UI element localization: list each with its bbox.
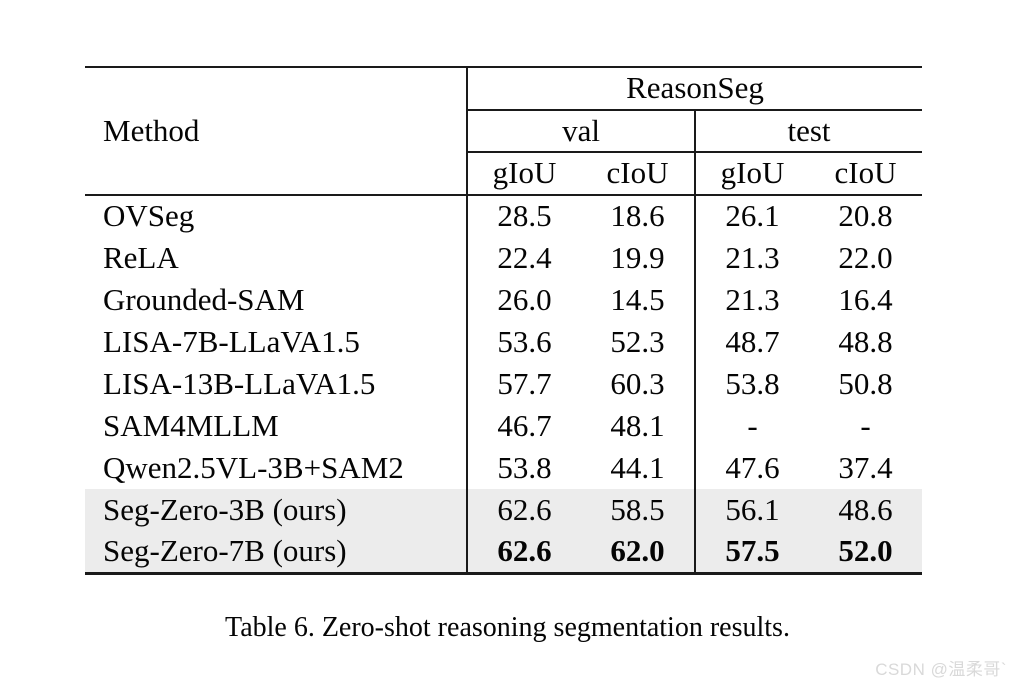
value-cell: 56.1: [694, 489, 809, 531]
value-cell: 18.6: [610, 198, 665, 234]
method-header-cell: Method: [85, 67, 468, 196]
value-cell: 53.8: [497, 449, 552, 485]
method-cell: LISA-7B-LLaVA1.5: [85, 321, 468, 363]
table-row-ours-3b: Seg-Zero-3B (ours) 62.6 58.5 56.1 48.6: [85, 489, 923, 531]
value-cell: 62.6: [467, 489, 581, 531]
header-row-metrics: gIoU cIoU gIoU cIoU: [85, 152, 923, 196]
dataset-group-header-cell: ReasonSeg: [467, 67, 923, 111]
value-cell: 52.0: [809, 531, 923, 573]
table-row: LISA-13B-LLaVA1.5 57.7 60.3 53.8 50.8: [85, 363, 922, 405]
value-cell: 44.1: [610, 449, 665, 485]
table-row: LISA-7B-LLaVA1.5 53.6 52.3 48.7 48.8: [85, 321, 922, 363]
value-cell: 62.0: [581, 531, 695, 573]
value-cell: -: [694, 405, 809, 447]
value-cell: 62.6: [467, 531, 581, 573]
value-cell: 37.4: [838, 449, 893, 485]
value-cell: 47.6: [694, 447, 809, 489]
method-cell: Seg-Zero-3B (ours): [85, 489, 468, 531]
table-row-ours-7b: Seg-Zero-7B (ours) 62.6 62.0 57.5 52.0: [85, 531, 923, 573]
value-cell: 20.8: [838, 198, 893, 234]
test-split-header-cell: test: [693, 110, 923, 153]
value-cell: 21.3: [694, 237, 809, 279]
value-cell: 58.5: [581, 489, 695, 531]
metric-header-cell-test-giou: gIoU: [694, 152, 809, 196]
header-row-splits: val test: [85, 110, 923, 153]
value-cell: 48.6: [809, 489, 923, 531]
table-row: OVSeg 28.5 18.6 26.1 20.8: [85, 195, 922, 237]
value-cell: 52.3: [610, 323, 665, 359]
metric-header-cell-val-ciou: cIoU: [581, 152, 695, 196]
value-cell: 57.7: [497, 365, 552, 401]
table-row: ReLA 22.4 19.9 21.3 22.0: [85, 237, 922, 279]
method-cell: Qwen2.5VL-3B+SAM2: [85, 447, 468, 489]
value-cell: 50.8: [838, 365, 893, 401]
value-cell: 48.7: [694, 321, 809, 363]
value-cell: 60.3: [610, 365, 665, 401]
table-row: Grounded-SAM 26.0 14.5 21.3 16.4: [85, 279, 922, 321]
value-cell: 26.1: [694, 195, 809, 237]
value-cell: 57.5: [694, 531, 809, 573]
value-cell: 48.1: [610, 407, 665, 443]
watermark: CSDN @温柔哥`: [875, 660, 1007, 679]
value-cell: 21.3: [694, 279, 809, 321]
value-cell: -: [860, 407, 871, 443]
method-cell: LISA-13B-LLaVA1.5: [85, 363, 468, 405]
value-cell: 28.5: [497, 198, 552, 234]
value-cell: 22.4: [497, 239, 552, 275]
metric-header-cell-test-ciou: cIoU: [809, 152, 923, 196]
value-cell: 46.7: [497, 407, 552, 443]
method-cell: Seg-Zero-7B (ours): [85, 531, 468, 573]
metric-header-cell-val-giou: gIoU: [467, 152, 581, 196]
method-cell: OVSeg: [85, 195, 468, 237]
table-row: SAM4MLLM 46.7 48.1 - -: [85, 405, 922, 447]
method-cell: ReLA: [85, 237, 468, 279]
value-cell: 19.9: [610, 239, 665, 275]
value-cell: 48.8: [838, 323, 893, 359]
val-split-header-cell: val: [467, 110, 695, 153]
method-cell: Grounded-SAM: [85, 279, 468, 321]
results-table: Method ReasonSeg val test gIoU cIoU gIoU…: [85, 66, 923, 575]
value-cell: 16.4: [838, 281, 893, 317]
value-cell: 26.0: [497, 281, 552, 317]
table-row: Qwen2.5VL-3B+SAM2 53.8 44.1 47.6 37.4: [85, 447, 922, 489]
value-cell: 22.0: [838, 239, 893, 275]
value-cell: 14.5: [610, 281, 665, 317]
method-cell: SAM4MLLM: [85, 405, 468, 447]
table-caption: Table 6. Zero-shot reasoning segmentatio…: [225, 612, 790, 643]
value-cell: 53.6: [497, 323, 552, 359]
header-row-group: Method ReasonSeg: [85, 67, 923, 196]
value-cell: 53.8: [694, 363, 809, 405]
